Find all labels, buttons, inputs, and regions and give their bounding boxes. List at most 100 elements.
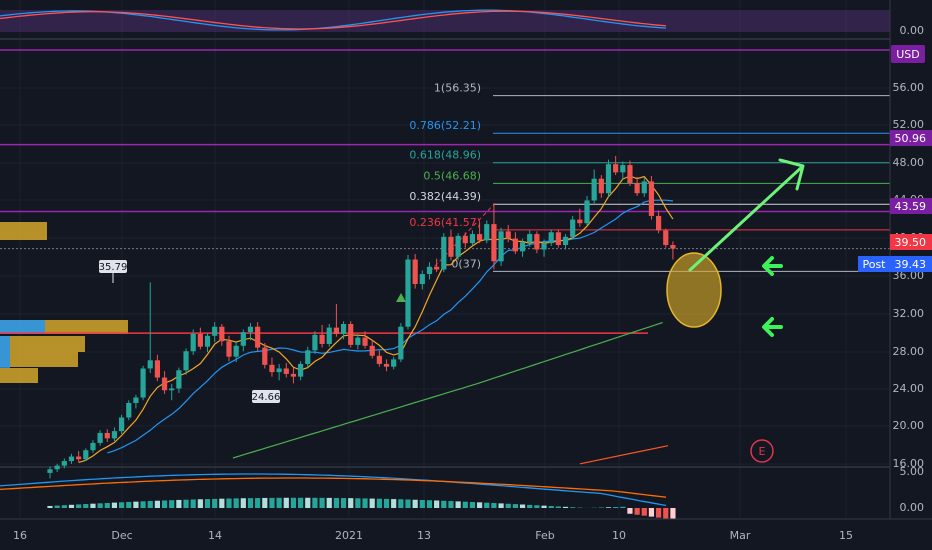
candle-body — [255, 326, 261, 348]
candle-body — [290, 373, 297, 377]
price-tick-label: 48.00 — [893, 156, 925, 169]
macd-histogram-bar — [276, 497, 282, 508]
macd-tick-label: 0.00 — [900, 501, 925, 514]
macd-histogram-bar — [161, 500, 168, 508]
candle-body — [605, 164, 612, 194]
price-tag-box — [890, 130, 932, 146]
macd-histogram-bar — [641, 508, 647, 516]
macd-histogram-bar — [634, 508, 640, 515]
price-tick-label: 28.00 — [893, 345, 925, 358]
macd-histogram-bar — [133, 501, 139, 508]
candle-body — [83, 450, 89, 460]
macd-histogram-bar — [76, 504, 82, 508]
high-label-text: 35.79 — [99, 262, 128, 273]
time-axis[interactable]: 16 Dec 14 2021 13 Feb 10 Mar 15 — [13, 529, 853, 542]
volume-profile-bar — [0, 320, 45, 334]
macd-histogram-bar — [183, 499, 189, 508]
candle-body — [133, 397, 139, 403]
macd-histogram-bar — [512, 504, 518, 508]
macd-histogram-bar — [598, 507, 604, 508]
macd-histogram-bar — [362, 498, 368, 508]
candle-body — [305, 350, 311, 364]
candle-body — [97, 432, 103, 443]
arrow-left-icon[interactable] — [762, 256, 783, 276]
candle-body — [656, 215, 662, 231]
volume-profile-bar — [0, 368, 38, 383]
macd-histogram-bar — [247, 498, 254, 508]
price-tick-label: 16.00 — [893, 457, 925, 470]
candle-body — [104, 432, 110, 439]
candle-body — [140, 368, 146, 398]
candle-body — [519, 242, 526, 252]
price-tag-label: 39.50 — [895, 236, 927, 249]
arrow-left-icon[interactable] — [762, 317, 783, 337]
candle-body — [269, 364, 275, 373]
macd-histogram-bar — [90, 503, 96, 508]
candle-body — [319, 334, 325, 344]
candle-body — [233, 345, 239, 357]
candle-body — [226, 341, 232, 357]
price-tick-label: 20.00 — [893, 419, 925, 432]
macd-histogram-bar — [204, 499, 211, 508]
candle-body — [333, 327, 339, 334]
macd-histogram-bar — [605, 507, 612, 508]
candle-body — [326, 327, 332, 344]
macd-histogram-bar — [376, 498, 382, 508]
macd-histogram-bar — [491, 503, 497, 508]
fib-level-label: 0.786(52.21) — [409, 119, 481, 132]
candle-body — [398, 326, 404, 360]
date-tick-label: Feb — [535, 529, 554, 542]
candle-body — [369, 345, 375, 356]
earnings-label: E — [759, 445, 766, 458]
low-label-text: 24.66 — [252, 392, 281, 403]
candle-body — [376, 355, 382, 364]
price-tag-box — [890, 198, 932, 214]
fib-level-label: 0.236(41.57) — [409, 216, 481, 229]
candle-body — [355, 337, 361, 345]
candle-body — [383, 363, 390, 367]
fib-level-label: 1(56.35) — [434, 82, 481, 95]
candle-body — [176, 370, 182, 389]
price-tag-label: 39.43 — [895, 258, 927, 271]
candle-body — [498, 231, 504, 262]
candle-body — [161, 377, 168, 391]
candle-body — [648, 181, 655, 216]
date-tick-label: Mar — [730, 529, 751, 542]
candle-body — [441, 236, 447, 270]
candle-body — [541, 243, 547, 250]
macd-histogram-bar — [97, 503, 103, 508]
highlight-ellipse[interactable] — [666, 252, 722, 328]
macd-histogram-bar — [169, 500, 175, 508]
earnings-marker[interactable]: E — [750, 439, 774, 463]
candles — [47, 156, 676, 479]
drawing-tools — [396, 158, 805, 337]
candle-body — [262, 347, 268, 365]
price-tick-label: 56.00 — [893, 81, 925, 94]
macd-histogram-bar — [469, 502, 476, 508]
candle-body — [47, 469, 53, 473]
candle-body — [426, 266, 433, 275]
candle-body — [340, 323, 347, 334]
price-tick-label: 24.00 — [893, 382, 925, 395]
candle-body — [562, 236, 569, 245]
trend-arrow-icon[interactable] — [688, 158, 805, 272]
triangle-up-icon — [396, 293, 406, 302]
candle-body — [462, 235, 468, 244]
earnings-icon[interactable] — [750, 439, 774, 463]
date-tick-label: Dec — [111, 529, 132, 542]
macd-histogram-bar — [663, 508, 669, 519]
post-tag-label: Post — [862, 258, 886, 271]
ma-long-line — [232, 321, 663, 459]
candle-body — [276, 368, 282, 373]
macd-histogram-bar — [319, 497, 325, 508]
macd-histogram-bar — [305, 497, 311, 508]
macd-histogram-bar — [405, 499, 411, 508]
fib-level-label: 0.382(44.39) — [409, 190, 481, 203]
macd-pane — [0, 473, 676, 520]
currency-badge[interactable]: USD — [891, 45, 925, 63]
candle-body — [61, 461, 67, 466]
date-tick-label: 15 — [839, 529, 853, 542]
candle-body — [591, 178, 597, 201]
macd-histogram-bar — [111, 502, 118, 508]
